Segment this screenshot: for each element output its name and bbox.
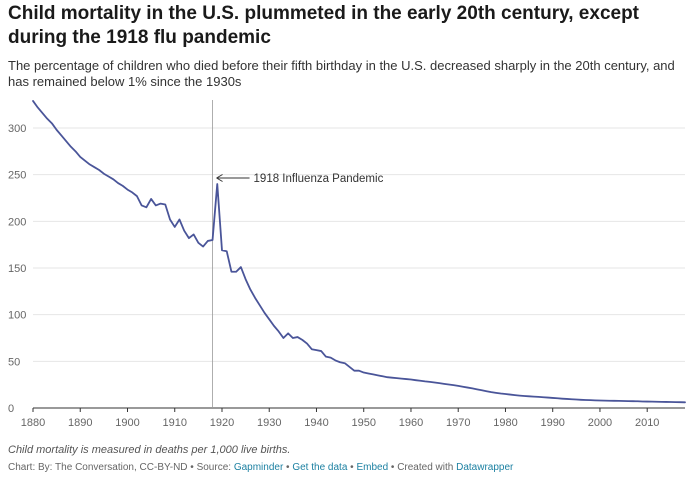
series-lines [32, 100, 686, 404]
x-tick-label: 1920 [210, 417, 234, 429]
footer-credit: Chart: By: The Conversation, CC-BY-ND • … [8, 462, 234, 473]
source-link[interactable]: Gapminder [233, 462, 284, 473]
footer-created-with: • Created with [388, 462, 457, 473]
get-data-link[interactable]: Get the data [292, 462, 348, 473]
y-axis-ticks: 0 50 100 150 200 250 300 [8, 123, 26, 415]
y-tick-label: 250 [8, 170, 26, 182]
x-tick-label: 1950 [351, 417, 375, 429]
x-tick-label: 1980 [493, 417, 517, 429]
annotation-label: 1918 Influenza Pandemic [254, 173, 384, 185]
y-tick-label: 50 [8, 356, 20, 368]
embed-link[interactable]: Embed [356, 462, 389, 473]
chart-footer: Chart: By: The Conversation, CC-BY-ND • … [8, 461, 513, 474]
x-tick-label: 1930 [257, 417, 281, 429]
x-tick-label: 2010 [635, 417, 659, 429]
datawrapper-link[interactable]: Datawrapper [456, 462, 514, 473]
x-tick-label: 1910 [162, 417, 186, 429]
x-axis-ticks: 1880 1890 1900 1910 1920 1930 1940 1950 1960 1970… [21, 408, 659, 429]
x-tick-label: 1970 [446, 417, 470, 429]
chart-title: Child mortality in the U.S. plummeted in… [8, 3, 640, 48]
y-tick-label: 300 [8, 123, 26, 135]
annotation-arrow-head [216, 174, 223, 182]
x-tick-label: 1890 [68, 417, 92, 429]
y-tick-label: 150 [8, 263, 26, 275]
footer-sep: • [283, 462, 293, 473]
y-tick-label: 100 [8, 310, 26, 322]
x-tick-label: 1960 [399, 417, 423, 429]
gridlines [33, 127, 685, 409]
x-tick-label: 1900 [115, 417, 139, 429]
chart-subtitle: The percentage of children who died befo… [8, 58, 675, 89]
x-tick-label: 2000 [588, 417, 612, 429]
footer-sep: • [347, 462, 357, 473]
annotation: 1918 Influenza Pandemic [212, 100, 384, 408]
x-tick-label: 1880 [21, 417, 45, 429]
x-tick-label: 1940 [304, 417, 328, 429]
y-tick-label: 200 [8, 216, 26, 228]
chart-notes: Child mortality is measured in deaths pe… [8, 444, 291, 456]
x-tick-label: 1990 [540, 417, 564, 429]
y-tick-label: 0 [8, 403, 14, 415]
series-line [32, 100, 686, 404]
